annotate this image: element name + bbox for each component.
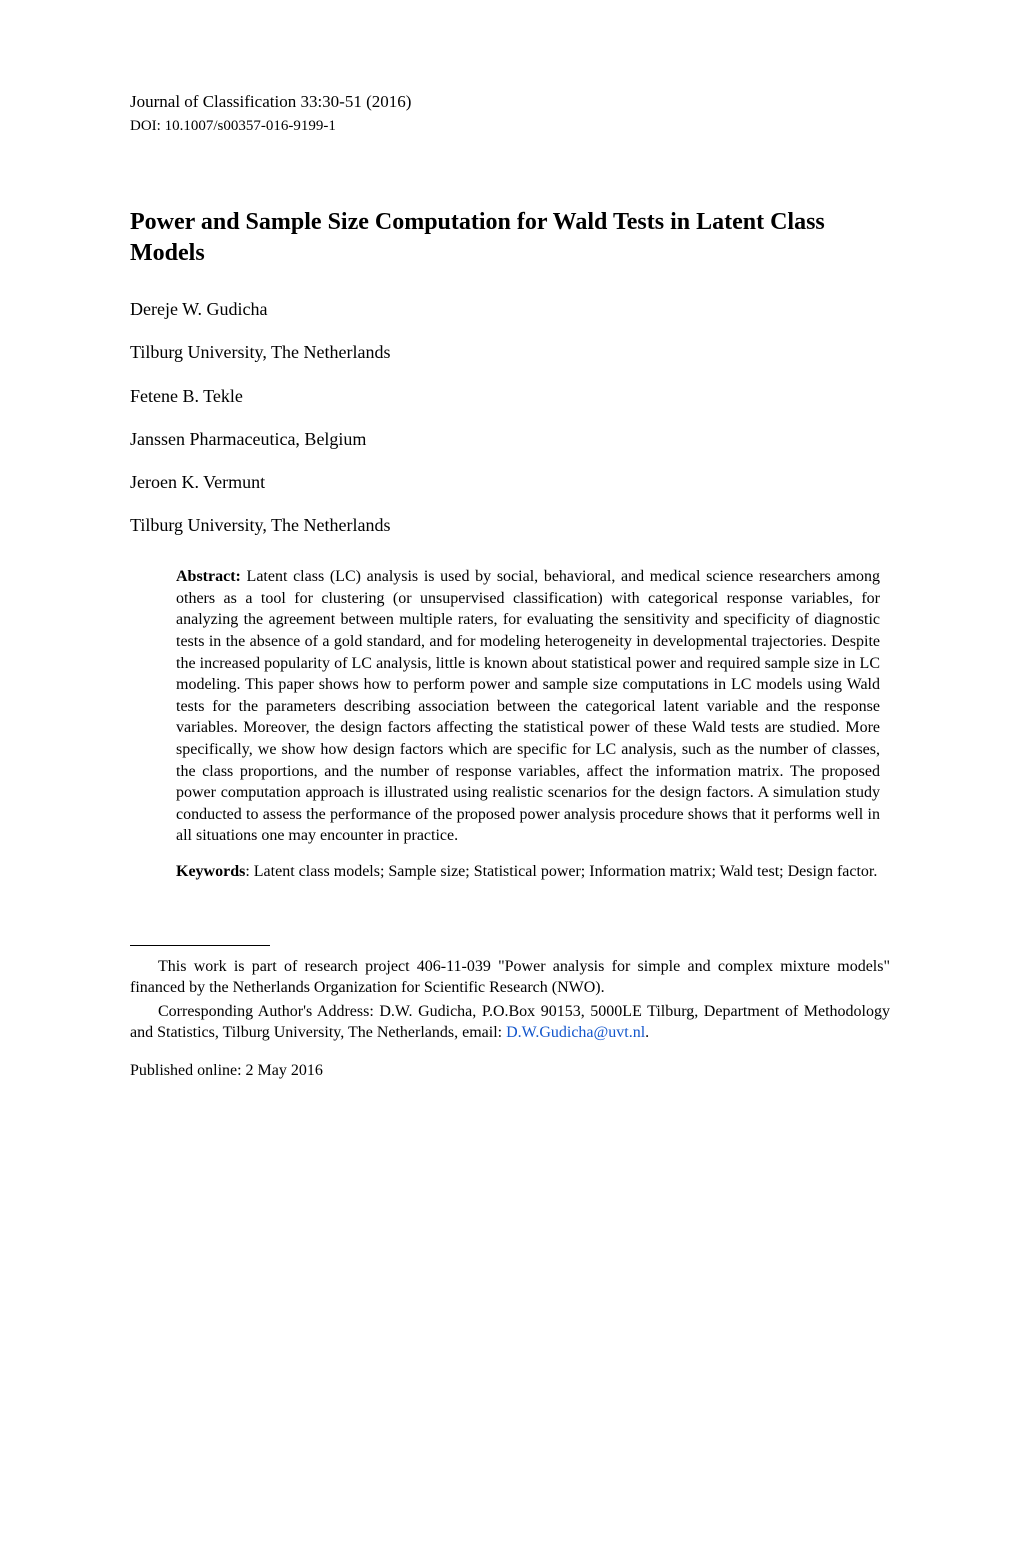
author-affiliation-2: Janssen Pharmaceutica, Belgium: [130, 427, 890, 452]
author-name-1: Dereje W. Gudicha: [130, 297, 890, 322]
footnote-divider: [130, 945, 270, 946]
author-affiliation-1: Tilburg University, The Netherlands: [130, 340, 890, 365]
footnote-corresponding: Corresponding Author's Address: D.W. Gud…: [130, 1001, 890, 1044]
corresponding-suffix: .: [645, 1024, 649, 1041]
corresponding-email-link[interactable]: D.W.Gudicha@uvt.nl: [506, 1024, 645, 1041]
author-name-3: Jeroen K. Vermunt: [130, 470, 890, 495]
paper-title: Power and Sample Size Computation for Wa…: [130, 207, 890, 269]
author-name-2: Fetene B. Tekle: [130, 384, 890, 409]
doi-text: DOI: 10.1007/s00357-016-9199-1: [130, 116, 890, 137]
footnote-funding: This work is part of research project 40…: [130, 956, 890, 999]
author-affiliation-3: Tilburg University, The Netherlands: [130, 513, 890, 538]
abstract-body: Latent class (LC) analysis is used by so…: [176, 568, 880, 844]
abstract-label: Abstract:: [176, 568, 241, 585]
journal-citation: Journal of Classification 33:30-51 (2016…: [130, 90, 890, 114]
abstract-section: Abstract: Latent class (LC) analysis is …: [130, 566, 890, 847]
published-online: Published online: 2 May 2016: [130, 1060, 890, 1082]
keywords-body: : Latent class models; Sample size; Stat…: [245, 863, 877, 880]
abstract-paragraph: Abstract: Latent class (LC) analysis is …: [176, 566, 880, 847]
keywords-label: Keywords: [176, 863, 245, 880]
keywords-section: Keywords: Latent class models; Sample si…: [130, 861, 890, 883]
keywords-paragraph: Keywords: Latent class models; Sample si…: [176, 861, 880, 883]
